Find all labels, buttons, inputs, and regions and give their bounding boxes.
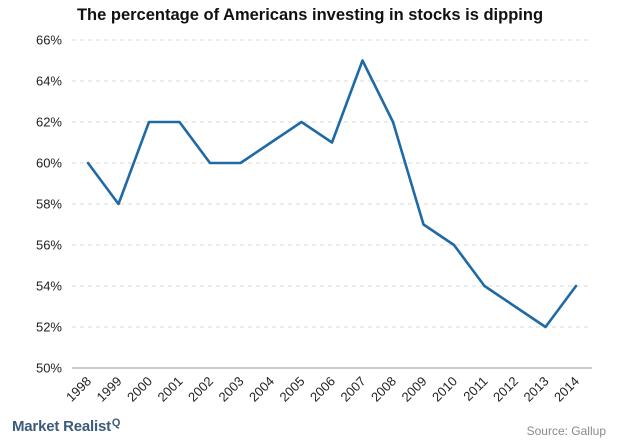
series-layer bbox=[86, 59, 578, 329]
chart-title: The percentage of Americans investing in… bbox=[76, 6, 544, 24]
x-tick-label: 1999 bbox=[94, 374, 125, 405]
x-tick-label: 2007 bbox=[338, 374, 369, 405]
x-tick-label: 2004 bbox=[246, 374, 277, 405]
series-line-0 bbox=[86, 59, 578, 329]
x-tick-label: 1998 bbox=[63, 374, 94, 405]
x-tick-label: 2006 bbox=[307, 374, 338, 405]
x-tick-label: 2005 bbox=[277, 374, 308, 405]
x-tick-label: 2000 bbox=[124, 374, 155, 405]
x-tick-label: 2002 bbox=[185, 374, 216, 405]
brand-mark-icon: Q bbox=[111, 417, 121, 429]
x-tick-label: 2009 bbox=[399, 374, 430, 405]
x-tick-label: 2013 bbox=[521, 374, 552, 405]
y-tick-label: 58% bbox=[36, 197, 62, 212]
y-tick-label: 50% bbox=[36, 361, 62, 376]
y-tick-labels: 50% 52% 54% 56% 58% 60% 62% 64% 66% bbox=[36, 33, 62, 376]
y-tick-label: 66% bbox=[36, 33, 62, 48]
x-tick-label: 2011 bbox=[460, 374, 490, 404]
x-tick-label: 2003 bbox=[216, 374, 247, 405]
y-tick-label: 56% bbox=[36, 238, 62, 253]
x-tick-label: 2010 bbox=[429, 374, 460, 405]
brand-name: Market Realist bbox=[12, 418, 111, 435]
y-tick-label: 62% bbox=[36, 115, 62, 130]
x-tick-label: 2014 bbox=[551, 374, 582, 405]
brand-logo: Market RealistQ bbox=[12, 417, 121, 435]
source-note: Source: Gallup bbox=[526, 424, 606, 438]
y-tick-label: 64% bbox=[36, 74, 62, 89]
y-tick-label: 52% bbox=[36, 320, 62, 335]
x-tick-labels: 1998 1999 2000 2001 2002 2003 2004 2005 2006 2007… bbox=[63, 374, 582, 405]
y-tick-label: 54% bbox=[36, 279, 62, 294]
y-tick-label: 60% bbox=[36, 156, 62, 171]
x-tick-label: 2001 bbox=[155, 374, 186, 405]
x-tick-label: 2008 bbox=[368, 374, 399, 405]
gridlines bbox=[72, 39, 592, 328]
x-tick-label: 2012 bbox=[490, 374, 521, 405]
